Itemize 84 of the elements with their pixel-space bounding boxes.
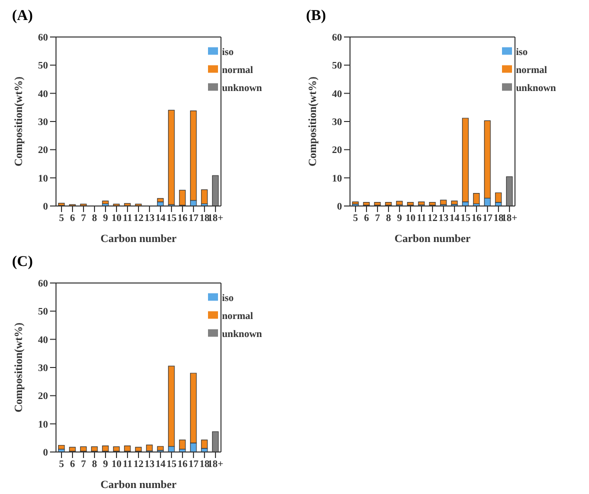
x-tick-label: 18+ <box>502 213 518 224</box>
x-tick-label: 18 <box>199 213 210 224</box>
x-tick-label: 7 <box>374 213 380 224</box>
x-tick-label: 7 <box>80 459 86 470</box>
legend-label: unknown <box>516 83 556 94</box>
x-tick-label: 18+ <box>208 213 224 224</box>
chart-title: (B) <box>306 8 326 25</box>
y-tick-label: 30 <box>38 117 48 128</box>
x-axis-title: Carbon number <box>100 479 177 491</box>
x-tick-label: 12 <box>133 459 144 470</box>
y-axis-title: Composition(wt%) <box>306 76 319 166</box>
x-tick-label: 13 <box>438 213 448 224</box>
x-tick-label: 14 <box>155 459 166 470</box>
legend-label: iso <box>222 47 234 58</box>
y-axis-title: Composition(wt%) <box>12 322 25 412</box>
x-tick-label: 11 <box>122 213 132 224</box>
x-tick-label: 12 <box>427 213 438 224</box>
y-tick-label: 10 <box>38 173 48 184</box>
x-axis-title: Carbon number <box>100 233 177 245</box>
x-tick-label: 18 <box>493 213 504 224</box>
x-tick-label: 15 <box>166 213 176 224</box>
y-tick-label: 10 <box>38 419 48 430</box>
x-tick-label: 16 <box>177 213 188 224</box>
x-tick-label: 7 <box>80 213 86 224</box>
y-tick-label: 0 <box>337 202 342 213</box>
x-tick-label: 18+ <box>208 459 224 470</box>
legend-label: normal <box>222 65 254 76</box>
y-tick-label: 60 <box>332 32 342 44</box>
x-tick-label: 9 <box>102 213 108 224</box>
x-tick-label: 16 <box>471 213 482 224</box>
x-tick-label: 13 <box>144 213 154 224</box>
y-tick-label: 0 <box>43 448 48 459</box>
x-tick-label: 5 <box>59 213 64 224</box>
x-tick-label: 5 <box>59 459 64 470</box>
y-tick-label: 40 <box>332 88 342 100</box>
y-tick-label: 10 <box>332 173 342 184</box>
y-tick-label: 50 <box>38 306 48 318</box>
x-tick-label: 12 <box>133 213 144 224</box>
legend-label: normal <box>516 65 548 76</box>
y-tick-label: 30 <box>332 117 342 128</box>
x-tick-label: 10 <box>111 459 122 470</box>
x-tick-label: 6 <box>70 213 75 224</box>
x-tick-label: 6 <box>364 213 369 224</box>
legend-label: unknown <box>222 329 262 340</box>
x-tick-label: 16 <box>177 459 188 470</box>
y-tick-label: 60 <box>38 32 48 44</box>
x-tick-label: 11 <box>122 459 132 470</box>
y-tick-label: 40 <box>38 334 48 346</box>
chart-title: (A) <box>12 8 33 25</box>
x-tick-label: 9 <box>396 213 402 224</box>
y-tick-label: 40 <box>38 88 48 100</box>
x-tick-label: 17 <box>188 213 198 224</box>
legend-label: iso <box>516 47 528 58</box>
x-tick-label: 9 <box>102 459 108 470</box>
x-tick-label: 6 <box>70 459 75 470</box>
x-tick-label: 15 <box>460 213 470 224</box>
x-tick-label: 15 <box>166 459 176 470</box>
x-tick-label: 8 <box>92 459 97 470</box>
y-tick-label: 0 <box>43 202 48 213</box>
x-tick-label: 13 <box>144 459 154 470</box>
y-tick-label: 60 <box>38 278 48 290</box>
x-tick-label: 11 <box>416 213 426 224</box>
x-tick-label: 5 <box>353 213 358 224</box>
x-axis-title: Carbon number <box>394 233 471 245</box>
y-tick-label: 20 <box>38 145 48 156</box>
x-tick-label: 10 <box>405 213 416 224</box>
x-tick-label: 17 <box>482 213 492 224</box>
x-tick-label: 8 <box>92 213 97 224</box>
legend-label: unknown <box>222 83 262 94</box>
x-tick-label: 8 <box>386 213 391 224</box>
x-tick-label: 14 <box>155 213 166 224</box>
x-tick-label: 14 <box>449 213 460 224</box>
y-axis-title: Composition(wt%) <box>12 76 25 166</box>
legend-label: normal <box>222 311 254 322</box>
y-tick-label: 20 <box>332 145 342 156</box>
chart-title: (C) <box>12 254 33 271</box>
y-tick-label: 20 <box>38 391 48 402</box>
x-tick-label: 18 <box>199 459 210 470</box>
y-tick-label: 50 <box>332 60 342 72</box>
y-tick-label: 30 <box>38 363 48 374</box>
x-tick-label: 17 <box>188 459 198 470</box>
x-tick-label: 10 <box>111 213 122 224</box>
legend-label: iso <box>222 293 234 304</box>
y-tick-label: 50 <box>38 60 48 72</box>
